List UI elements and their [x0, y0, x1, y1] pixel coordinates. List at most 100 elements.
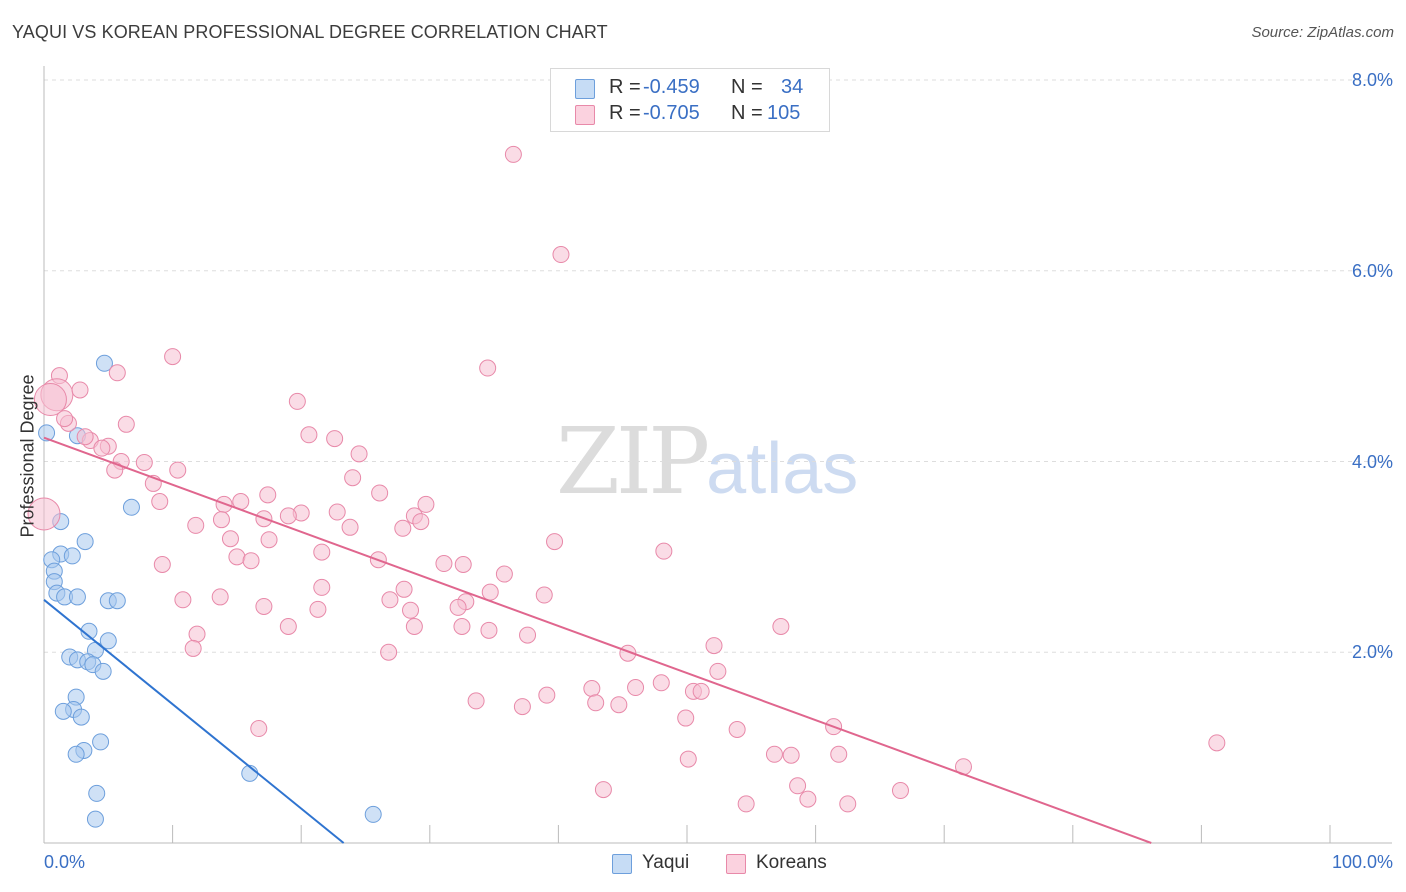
koreans-point: [394, 519, 412, 537]
koreans-point: [151, 493, 169, 511]
yaqui-point: [94, 662, 112, 680]
koreans-point: [692, 682, 710, 700]
koreans-point: [242, 552, 260, 570]
koreans-point: [184, 639, 202, 657]
koreans-point: [135, 453, 153, 471]
koreans-point: [799, 790, 817, 808]
koreans-point: [174, 591, 192, 609]
yaqui-point: [92, 733, 110, 751]
koreans-point: [117, 415, 135, 433]
koreans-point: [341, 518, 359, 536]
koreans-point: [211, 588, 229, 606]
yaqui-point: [80, 622, 98, 640]
koreans-point: [212, 511, 230, 529]
koreans-point: [583, 679, 601, 697]
koreans-point: [309, 600, 327, 618]
koreans-point: [772, 617, 790, 635]
koreans-point: [328, 503, 346, 521]
y-tick-label: 2.0%: [1351, 642, 1393, 663]
koreans-point: [380, 643, 398, 661]
x-tick-label: 0.0%: [44, 852, 86, 872]
koreans-point: [552, 246, 570, 264]
yaqui-point: [68, 588, 86, 606]
n-label: N =: [731, 102, 763, 124]
r-value: -0.459: [643, 76, 700, 98]
yaqui-point: [364, 805, 382, 823]
r-label: R =: [609, 76, 641, 98]
y-tick-label: 6.0%: [1351, 260, 1393, 281]
koreans-point: [1208, 734, 1226, 752]
koreans-point: [279, 507, 297, 525]
koreans-point: [789, 777, 807, 795]
koreans-point: [417, 495, 435, 513]
koreans-point: [513, 698, 531, 716]
koreans-point: [467, 692, 485, 710]
koreans-point: [381, 591, 399, 609]
koreans-point: [412, 513, 430, 531]
koreans-point: [782, 746, 800, 764]
koreans-point: [259, 486, 277, 504]
yaqui-point: [86, 810, 104, 828]
source-note: Source: ZipAtlas.com: [1251, 24, 1394, 41]
koreans-point: [188, 625, 206, 643]
koreans-point: [504, 145, 522, 163]
koreans-point: [679, 750, 697, 768]
koreans-point: [153, 556, 171, 574]
yaqui-point: [63, 547, 81, 565]
koreans-point: [313, 578, 331, 596]
legend-swatch-yaqui: [612, 854, 632, 874]
koreans-point: [495, 565, 513, 583]
koreans-point: [395, 580, 413, 598]
koreans-point: [106, 461, 124, 479]
koreans-point: [709, 662, 727, 680]
koreans-point: [652, 674, 670, 692]
koreans-point: [56, 410, 74, 428]
legend-swatch-koreans: [575, 105, 595, 125]
legend-swatch-koreans: [726, 854, 746, 874]
koreans-point: [33, 383, 67, 417]
koreans-point: [228, 548, 246, 566]
koreans-point: [250, 720, 268, 738]
chart-title: YAQUI VS KOREAN PROFESSIONAL DEGREE CORR…: [12, 22, 608, 42]
koreans-point: [728, 721, 746, 739]
koreans-point: [587, 694, 605, 712]
yaqui-point: [67, 745, 85, 763]
koreans-point: [737, 795, 755, 813]
yaqui-point: [38, 424, 56, 442]
koreans-point: [655, 542, 673, 560]
legend-label-yaqui: Yaqui: [642, 852, 690, 873]
koreans-point: [765, 745, 783, 763]
legend-row-yaqui: R = -0.459 N = 34: [551, 75, 829, 101]
koreans-point: [221, 530, 239, 548]
yaqui-point: [95, 354, 113, 372]
r-label: R =: [609, 102, 641, 124]
koreans-point: [300, 426, 318, 444]
koreans-point: [830, 745, 848, 763]
koreans-point: [350, 445, 368, 463]
koreans-point: [519, 626, 537, 644]
trend-layer: [43, 436, 1152, 844]
koreans-point: [27, 497, 61, 531]
koreans-point: [108, 364, 126, 382]
koreans-point: [594, 781, 612, 799]
watermark-atlas: atlas: [706, 429, 859, 509]
koreans-point: [839, 795, 857, 813]
axis-layer: [43, 66, 1392, 844]
koreans-point: [891, 782, 909, 800]
koreans-point: [260, 531, 278, 549]
yaqui-point: [99, 632, 117, 650]
koreans-point: [627, 679, 645, 697]
koreans-trendline: [43, 436, 1152, 844]
koreans-point: [71, 381, 89, 399]
point-layer: [27, 145, 1226, 828]
n-value: 34: [781, 76, 804, 98]
koreans-point: [405, 617, 423, 635]
koreans-point: [344, 469, 362, 487]
koreans-point: [187, 516, 205, 534]
r-value: -0.705: [643, 102, 700, 124]
koreans-point: [454, 556, 472, 574]
koreans-point: [164, 348, 182, 366]
koreans-point: [313, 543, 331, 561]
koreans-point: [371, 484, 389, 502]
koreans-point: [535, 586, 553, 604]
